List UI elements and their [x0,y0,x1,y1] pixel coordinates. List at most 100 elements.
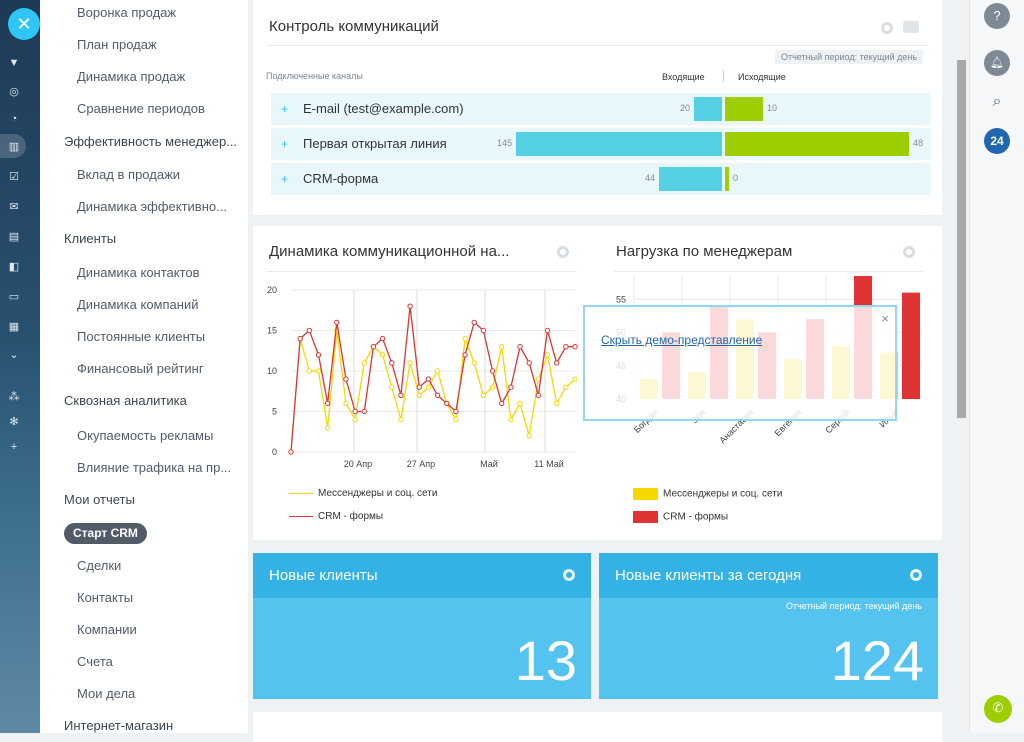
sidebar-item[interactable]: Вклад в продажи [77,167,181,182]
video-icon[interactable] [903,21,919,33]
sidebar-item[interactable]: Эффективность менеджер... [64,134,238,149]
data-point [416,392,422,399]
close-icon[interactable]: × [881,311,889,326]
data-point [379,335,386,342]
data-point [489,368,496,374]
drive-icon[interactable]: ▤ [8,231,20,243]
sidebar-item[interactable]: Сделки [77,558,122,573]
main-area: Контроль коммуникаций Отчетный период: т… [248,0,954,742]
communications-card: Контроль коммуникаций Отчетный период: т… [253,0,942,215]
data-point [453,416,459,423]
tasks-icon[interactable]: ☑ [9,171,19,183]
data-point [324,425,331,431]
tile-title: Новые клиенты за сегодня [615,567,802,584]
cart-icon[interactable]: ◧ [8,261,20,273]
demo-overlay: Скрыть демо-представление × [583,305,897,421]
kpi-tile: Новые клиенты 13 [253,553,591,699]
sidebar-item[interactable]: Постоянные клиенты [77,329,206,344]
outgoing-header: Исходящие [738,72,786,82]
chevron-down-icon[interactable]: ⌄ [9,349,19,361]
sidebar-item[interactable]: Клиенты [64,231,117,246]
phone-icon[interactable]: ✆ [984,695,1012,723]
data-point [517,344,523,350]
sidebar-item[interactable]: Окупаемость рекламы [77,428,214,443]
sidebar-item[interactable]: Влияние трафика на пр... [77,460,232,475]
sidebar-item[interactable]: Счета [77,654,113,669]
sidebar-item[interactable]: Интернет-магазин [64,718,174,733]
plus-icon[interactable]: + [281,137,289,151]
data-point [416,384,422,390]
outgoing-value: 48 [913,138,924,148]
sidebar-item[interactable]: Контакты [77,590,134,605]
sidebar-item[interactable]: Динамика контактов [77,265,200,280]
sidebar-item-active[interactable]: Старт CRM [64,523,147,544]
sidebar-item[interactable]: Мои отчеты [64,492,135,507]
x-tick-label: Май [480,459,498,469]
y-tick-label: 20 [267,285,277,295]
plus-icon[interactable]: + [281,172,289,186]
tile-title: Новые клиенты [269,567,378,584]
data-point [334,319,340,326]
clock-icon[interactable]: ◔ [10,113,18,125]
channel-row[interactable]: + E-mail (test@example.com) [271,93,931,125]
sidebar-item[interactable]: Динамика продаж [77,69,186,84]
sidebar-item[interactable]: Сквозная аналитика [64,393,187,408]
hide-demo-link[interactable]: Скрыть демо-представление [601,333,763,347]
funnel-icon[interactable]: ▼ [8,57,20,69]
data-point [370,344,377,350]
incoming-bar [516,132,722,156]
add-icon[interactable]: + [10,441,18,453]
data-point [398,416,404,423]
data-point [563,344,569,350]
help-icon[interactable]: ? [984,3,1010,29]
sidebar-item[interactable]: Динамика компаний [77,297,199,312]
sidebar-item[interactable]: Сравнение периодов [77,101,205,116]
channel-name: CRM-форма [303,171,379,186]
sidebar-item[interactable]: Мои дела [77,686,136,701]
data-point [508,416,514,423]
sidebar-item[interactable]: План продаж [77,37,157,52]
data-point [306,327,313,334]
counter-badge[interactable]: 24 [984,128,1010,154]
sitemap-icon[interactable]: ⁂ [8,391,20,403]
gear-icon[interactable] [903,246,915,258]
x-tick-label: 20 Апр [344,459,372,469]
search-icon[interactable]: ⌕ [992,93,1002,110]
calendar-icon[interactable]: ▭ [8,291,20,303]
data-point [389,384,395,390]
data-point [480,327,487,334]
right-bar: ? 🔔︎ ⌕ 24 ✆ [969,0,1024,733]
gear-icon[interactable] [881,22,893,34]
channel-row[interactable]: + CRM-форма [271,163,931,195]
target-icon[interactable]: ◎ [9,86,19,98]
analytics-icon[interactable]: ▥ [8,141,20,153]
bell-icon[interactable]: 🔔︎ [984,50,1010,76]
sidebar-item[interactable]: Компании [77,622,137,637]
incoming-bar [694,97,722,121]
gear-icon[interactable] [910,569,922,581]
data-point [517,400,523,407]
data-point [352,416,358,423]
data-point [288,449,294,455]
gear-icon[interactable] [563,569,575,581]
data-point [462,352,468,358]
sidebar-item[interactable]: Воронка продаж [77,5,177,20]
plus-icon[interactable]: + [281,102,289,116]
close-menu-button[interactable]: ✕ [8,8,40,40]
sidebar-item[interactable]: Динамика эффективно... [77,199,227,214]
data-point [471,319,477,326]
outgoing-value: 0 [733,173,739,183]
gear-icon[interactable] [557,246,569,258]
data-point [407,303,413,309]
data-point [508,384,514,390]
apps-icon[interactable]: ▦ [8,321,20,333]
series-line [290,306,575,453]
mail-icon[interactable]: ✉ [9,201,19,213]
x-tick-label: 11 Май [534,459,563,469]
settings-icon[interactable]: ✻ [9,416,19,428]
data-point [572,344,578,350]
sidebar-item[interactable]: Финансовый рейтинг [77,361,204,376]
data-point [462,335,468,342]
data-point [572,376,578,382]
scrollbar[interactable] [954,0,969,733]
